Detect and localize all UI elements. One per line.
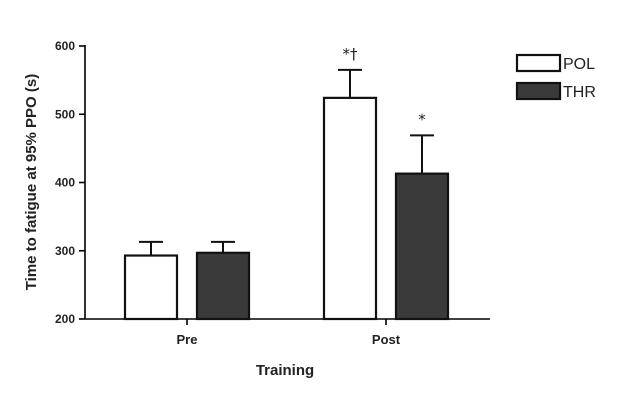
significance-marker: * [418, 110, 426, 128]
bar-thr-pre [195, 251, 251, 321]
x-tick-label: Pre [177, 332, 198, 347]
legend-label-pol: POL [563, 56, 595, 73]
y-tick-label: 500 [55, 107, 75, 121]
bars: *† * [123, 45, 450, 321]
legend-label-thr: THR [563, 84, 596, 101]
y-tick-label: 400 [55, 176, 75, 190]
bar-thr-post [394, 172, 450, 321]
legend-swatch-pol [515, 53, 562, 73]
y-ticks: 200 300 400 500 600 [55, 39, 85, 326]
y-tick-label: 300 [55, 244, 75, 258]
plot-area: 200 300 400 500 600 *† * Pre Post [55, 39, 490, 347]
x-tick-label: Post [372, 332, 401, 347]
bar-pol-post [322, 96, 378, 321]
y-axis-title: Time to fatigue at 95% PPO (s) [23, 74, 40, 290]
y-tick-label: 600 [55, 39, 75, 53]
significance-marker: *† [343, 45, 359, 63]
legend-swatch-thr [515, 81, 562, 101]
x-axis-title: Training [256, 362, 314, 379]
x-category-labels: Pre Post [177, 319, 401, 347]
y-tick-label: 200 [55, 312, 75, 326]
bar-pol-pre [123, 254, 179, 321]
legend: POL THR [515, 53, 596, 101]
